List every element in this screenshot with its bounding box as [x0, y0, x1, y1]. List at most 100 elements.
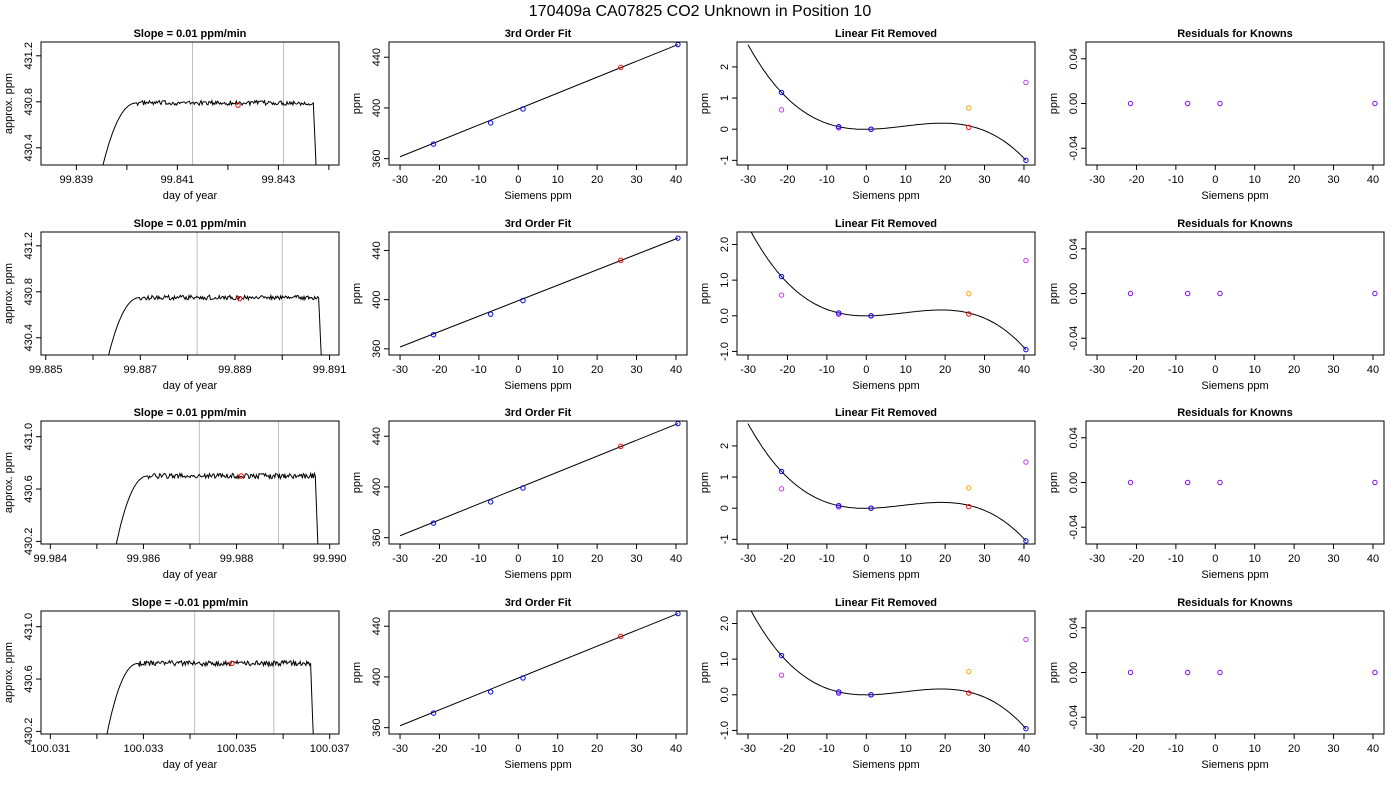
x-tick-label: 30	[978, 553, 990, 565]
plot-frame	[40, 41, 340, 166]
x-tick-label: 40	[1367, 364, 1379, 376]
residual-point	[1372, 100, 1378, 107]
x-axis-label: Siemens ppm	[1201, 759, 1268, 771]
y-axis-label: ppm	[699, 472, 711, 493]
alt-point-orange	[966, 105, 972, 111]
plot-frame	[40, 231, 340, 356]
alt-point-magenta	[778, 107, 785, 113]
x-tick-label: -20	[1129, 553, 1145, 565]
panel-r2-c1: Slope = 0.01 ppm/min day of year approx. p…	[3, 218, 346, 392]
x-tick-label: 10	[1249, 553, 1261, 565]
residual-point	[1217, 290, 1223, 297]
y-tick-label: 431.2	[23, 42, 35, 70]
x-tick-label: -30	[392, 174, 408, 186]
x-tick-label: 30	[1327, 364, 1339, 376]
fit-line	[399, 44, 679, 158]
x-tick-label: 0	[863, 743, 869, 755]
x-tick-label: -20	[780, 743, 796, 755]
x-tick-label: 40	[1367, 743, 1379, 755]
unknown-point	[618, 64, 624, 71]
y-axis-label: ppm	[351, 662, 363, 683]
known-point	[520, 485, 526, 491]
known-point	[1023, 346, 1029, 353]
y-tick-label: 400	[371, 290, 383, 308]
x-tick-label: 10	[900, 553, 912, 565]
x-tick-label: 0	[1212, 553, 1218, 565]
x-tick-label: -30	[392, 364, 408, 376]
alt-point-orange	[966, 290, 972, 297]
alt-point-magenta	[1023, 79, 1029, 86]
y-axis-label: approx. ppm	[3, 263, 15, 324]
y-tick-label: 0	[719, 126, 731, 132]
plot-area	[106, 611, 314, 734]
x-tick-label: 10	[900, 364, 912, 376]
x-axis-label: day of year	[163, 759, 218, 771]
x-tick-label: 10	[1249, 174, 1261, 186]
plot-area	[399, 421, 681, 537]
y-tick-label: 400	[371, 478, 383, 496]
plot-frame	[1085, 41, 1385, 166]
alt-point-magenta	[1023, 636, 1029, 643]
plot-area	[750, 611, 1029, 732]
plot-frame	[1085, 610, 1385, 735]
x-tick-label: 30	[1327, 553, 1339, 565]
x-tick-label: 99.986	[127, 553, 161, 565]
known-point	[778, 652, 785, 659]
plot-frame	[736, 610, 1036, 735]
residual-point	[1184, 669, 1191, 676]
y-axis-label: approx. ppm	[3, 452, 15, 513]
y-tick-label: 2	[719, 64, 731, 70]
plot-area	[399, 42, 681, 158]
y-tick-label: 2.0	[719, 237, 731, 252]
x-tick-label: 30	[978, 364, 990, 376]
y-axis-label: ppm	[699, 283, 711, 304]
panel-r3-c3: Linear Fit Removed Siemens ppm ppm -30 -20 -1…	[699, 407, 1036, 581]
x-tick-label: 20	[1288, 364, 1300, 376]
plot-area	[399, 611, 681, 727]
y-tick-label: 0.04	[1068, 238, 1080, 259]
x-tick-label: 30	[630, 174, 642, 186]
x-tick-label: 0	[863, 553, 869, 565]
panel-r1-c2: 3rd Order Fit Siemens ppm ppm -30 -20 -10 0 10 2…	[351, 28, 688, 202]
plot-area	[1127, 100, 1378, 107]
y-axis-label: approx. ppm	[3, 73, 15, 134]
x-tick-label: 0	[515, 743, 521, 755]
panel-r4-c3: Linear Fit Removed Siemens ppm ppm -30 -20 -1…	[699, 597, 1036, 771]
x-tick-label: 10	[552, 553, 564, 565]
x-tick-label: 40	[1018, 553, 1030, 565]
known-point	[868, 313, 874, 319]
y-tick-label: 430.2	[23, 718, 35, 746]
y-axis-label: ppm	[1048, 283, 1060, 304]
residual-point	[1127, 290, 1134, 297]
fit-line	[399, 237, 679, 348]
y-tick-label: 440	[371, 427, 383, 445]
panel-title: Slope = 0.01 ppm/min	[134, 218, 247, 230]
plot-frame	[40, 610, 340, 735]
panel-r4-c1: Slope = -0.01 ppm/min day of year approx. …	[3, 597, 350, 771]
y-tick-label: 440	[371, 48, 383, 66]
known-point	[1023, 538, 1029, 544]
x-tick-label: -30	[1089, 364, 1105, 376]
y-tick-label: 2	[719, 443, 731, 449]
x-tick-label: -10	[1168, 743, 1184, 755]
x-tick-label: 20	[939, 743, 951, 755]
y-tick-label: 400	[371, 668, 383, 686]
x-tick-label: 30	[978, 174, 990, 186]
x-tick-label: 20	[591, 743, 603, 755]
x-tick-label: 40	[670, 743, 682, 755]
panel-r4-c4: Residuals for Knowns Siemens ppm ppm -30 -20…	[1048, 597, 1385, 771]
x-tick-label: 0	[515, 174, 521, 186]
y-axis-label: ppm	[351, 283, 363, 304]
known-point	[778, 468, 785, 475]
y-tick-label: 0.04	[1068, 427, 1080, 448]
x-tick-label: -30	[1089, 174, 1105, 186]
panel-title: Residuals for Knowns	[1177, 218, 1293, 230]
x-axis-label: Siemens ppm	[1201, 569, 1268, 581]
plot-area	[1127, 669, 1378, 676]
y-tick-label: 430.8	[23, 88, 35, 116]
panel-title: Linear Fit Removed	[835, 218, 937, 230]
known-point	[835, 502, 842, 509]
plot-area	[750, 232, 1029, 353]
y-tick-label: -0.04	[1068, 136, 1080, 161]
x-axis-label: Siemens ppm	[504, 190, 571, 202]
